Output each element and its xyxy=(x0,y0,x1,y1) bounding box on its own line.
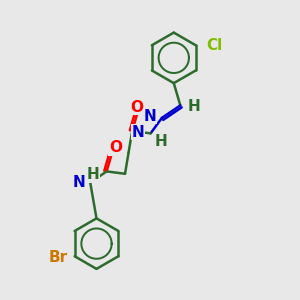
Text: N: N xyxy=(132,125,145,140)
Text: H: H xyxy=(154,134,167,149)
Text: N: N xyxy=(73,175,85,190)
Text: Cl: Cl xyxy=(206,38,222,53)
Text: N: N xyxy=(144,109,157,124)
Text: H: H xyxy=(188,99,200,114)
Text: O: O xyxy=(109,140,122,155)
Text: H: H xyxy=(87,167,100,182)
Text: Br: Br xyxy=(49,250,68,265)
Text: O: O xyxy=(130,100,143,115)
